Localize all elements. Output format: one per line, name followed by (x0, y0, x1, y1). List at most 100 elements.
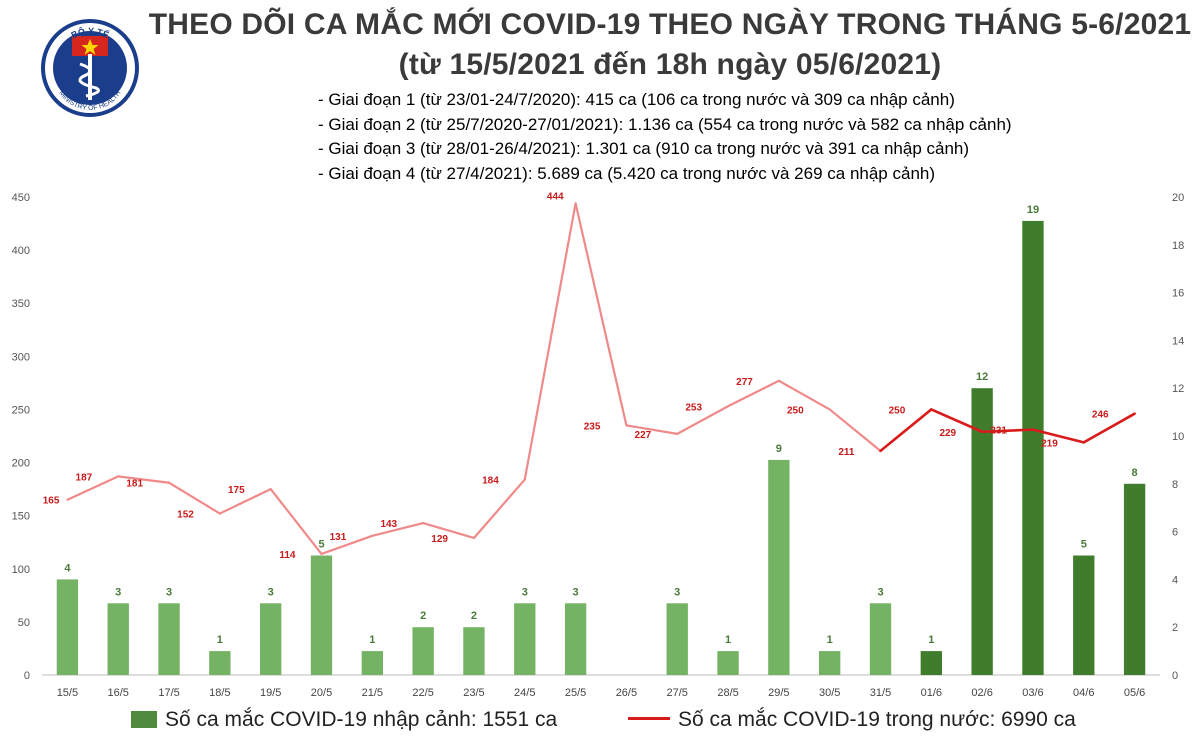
bar-data-label: 1 (217, 634, 223, 646)
bar-data-label: 8 (1132, 467, 1138, 479)
x-tick-label: 21/5 (362, 687, 383, 699)
x-tick-label: 16/5 (108, 687, 129, 699)
bar (971, 388, 993, 675)
bar-data-label: 1 (928, 634, 934, 646)
line-data-label: 187 (76, 472, 93, 483)
line-data-label: 246 (1092, 410, 1109, 421)
y-right-tick-label: 6 (1172, 527, 1178, 539)
bar (361, 651, 383, 675)
line-segment (1031, 428, 1086, 444)
line-segment (523, 202, 577, 481)
stage-notes: - Giai đoạn 1 (từ 23/01-24/7/2020): 415 … (318, 88, 1012, 186)
bar-data-label: 1 (369, 634, 375, 646)
y-right-tick-label: 4 (1172, 574, 1178, 586)
bar-data-label: 12 (976, 371, 988, 383)
y-right-tick-label: 10 (1172, 431, 1184, 443)
stage-note: - Giai đoạn 4 (từ 27/4/2021): 5.689 ca (… (318, 163, 936, 183)
y-right-tick-label: 14 (1172, 335, 1184, 347)
y-right-tick-label: 8 (1172, 479, 1178, 491)
x-tick-label: 19/5 (260, 687, 281, 699)
x-tick-label: 20/5 (311, 687, 332, 699)
line-data-label: 235 (584, 421, 601, 432)
line-data-label: 219 (1041, 438, 1058, 449)
stage-note: - Giai đoạn 2 (từ 25/7/2020-27/01/2021):… (318, 114, 1012, 134)
x-tick-label: 05/6 (1124, 687, 1145, 699)
y-left-tick-label: 400 (12, 245, 30, 257)
y-left-tick-label: 0 (24, 670, 30, 682)
bar-data-label: 3 (877, 586, 883, 598)
line-segment (879, 408, 933, 453)
bar-data-label: 3 (522, 586, 528, 598)
line-data-label: 229 (939, 428, 956, 439)
y-left-tick-label: 50 (18, 617, 30, 629)
y-left-tick-label: 150 (12, 511, 30, 523)
bar (158, 603, 180, 675)
bar-data-label: 5 (318, 539, 324, 551)
line-data-label: 114 (279, 550, 296, 561)
line-segment (269, 488, 323, 556)
bar-data-label: 3 (166, 586, 172, 598)
line-data-label: 277 (736, 377, 753, 388)
bar-data-label: 3 (573, 586, 579, 598)
line-data-label: 250 (787, 405, 804, 416)
x-tick-label: 04/6 (1073, 687, 1094, 699)
x-tick-label: 23/5 (463, 687, 484, 699)
x-tick-label: 02/6 (971, 687, 992, 699)
line-segment (320, 534, 374, 556)
x-tick-label: 17/5 (158, 687, 179, 699)
y-left-tick-label: 250 (12, 404, 30, 416)
line-data-label: 231 (990, 426, 1007, 437)
line-data-label: 253 (685, 402, 702, 413)
x-tick-label: 26/5 (616, 687, 637, 699)
bar (666, 603, 688, 675)
bar-data-label: 3 (115, 586, 121, 598)
bar (1022, 220, 1044, 675)
x-tick-label: 31/5 (870, 687, 891, 699)
x-tick-label: 27/5 (667, 687, 688, 699)
x-tick-label: 15/5 (57, 687, 78, 699)
bar-data-label: 5 (1081, 539, 1087, 551)
line-segment (422, 522, 476, 540)
line-segment (66, 475, 120, 501)
y-right-tick-label: 20 (1172, 192, 1184, 204)
line-data-label: 184 (482, 476, 499, 487)
line-data-label: 444 (547, 191, 564, 202)
line-segment (574, 202, 628, 427)
stage-note: - Giai đoạn 3 (từ 28/01-26/4/2021): 1.30… (318, 139, 970, 158)
ministry-of-health-logo: BỘ Y TẾ MINISTRY OF HEALTH (41, 19, 139, 117)
bar (564, 603, 587, 675)
x-tick-label: 22/5 (412, 687, 433, 699)
y-right-tick-label: 16 (1172, 288, 1184, 300)
x-tick-label: 25/5 (565, 687, 586, 699)
line-data-label: 227 (635, 430, 652, 441)
line-segment (777, 379, 831, 411)
line-segment (726, 379, 780, 408)
bar (768, 459, 790, 675)
bar (310, 555, 333, 675)
bar (514, 603, 536, 675)
x-tick-label: 01/6 (921, 687, 942, 699)
line-data-label: 152 (177, 510, 194, 521)
chart-title: THEO DÕI CA MẮC MỚI COVID-19 THEO NGÀY T… (148, 8, 1192, 41)
bar-data-label: 19 (1027, 204, 1039, 216)
bar (717, 651, 739, 675)
bar (869, 603, 892, 675)
bar-data-label: 2 (420, 610, 426, 622)
y-right-tick-label: 12 (1172, 383, 1184, 395)
y-left-tick-label: 100 (12, 564, 30, 576)
line-segment (930, 408, 984, 434)
bar (107, 603, 129, 675)
line-segment (625, 424, 679, 435)
line-data-label: 211 (838, 447, 855, 458)
legend-line-label: Số ca mắc COVID-19 trong nước: 6990 ca (678, 708, 1076, 731)
bar (463, 627, 485, 675)
bar-data-label: 9 (776, 443, 782, 455)
bar (56, 579, 79, 675)
line-segment (676, 405, 730, 435)
bar-data-label: 4 (64, 562, 71, 574)
svg-text:BỘ Y TẾ: BỘ Y TẾ (70, 25, 111, 40)
line-segment (371, 522, 425, 537)
legend-bar-swatch (131, 711, 157, 728)
stage-note: - Giai đoạn 1 (từ 23/01-24/7/2020): 415 … (318, 90, 955, 109)
line-data-label: 143 (380, 519, 397, 530)
